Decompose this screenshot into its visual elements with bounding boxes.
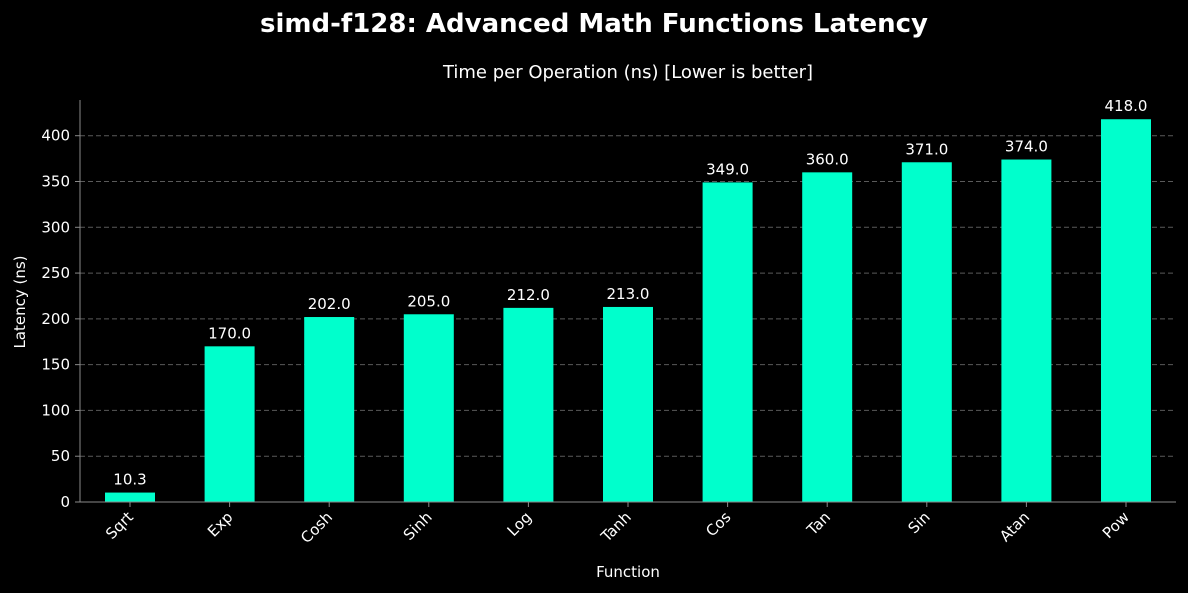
value-label: 371.0 bbox=[905, 140, 948, 158]
bar-cosh bbox=[304, 317, 355, 502]
y-tick-label: 400 bbox=[41, 127, 70, 145]
chart-subtitle: Time per Operation (ns) [Lower is better… bbox=[442, 62, 813, 83]
y-axis-label: Latency (ns) bbox=[11, 255, 29, 348]
y-tick-label: 50 bbox=[51, 447, 70, 465]
bar-exp bbox=[204, 346, 255, 502]
bar-sin bbox=[901, 162, 952, 502]
y-tick-label: 0 bbox=[60, 493, 70, 511]
x-tick-label: Sin bbox=[904, 508, 933, 537]
value-label: 418.0 bbox=[1105, 97, 1148, 115]
y-tick-label: 350 bbox=[41, 172, 70, 190]
bars bbox=[105, 119, 1151, 503]
bar-tan bbox=[802, 172, 853, 503]
y-tick-label: 100 bbox=[41, 401, 70, 419]
chart-title: simd-f128: Advanced Math Functions Laten… bbox=[260, 9, 928, 39]
y-tick-label: 300 bbox=[41, 218, 70, 236]
y-tick-label: 200 bbox=[41, 310, 70, 328]
x-tick-label: Sinh bbox=[400, 508, 436, 544]
bar-sqrt bbox=[105, 492, 155, 502]
bar-sinh bbox=[403, 314, 454, 502]
value-labels: 10.3 170.0 202.0 205.0 212.0 213.0 349.0 360.0 3… bbox=[113, 97, 1147, 488]
y-tick-label: 250 bbox=[41, 264, 70, 282]
value-label: 212.0 bbox=[507, 286, 550, 304]
value-label: 170.0 bbox=[208, 324, 251, 342]
x-tick-label: Cos bbox=[702, 508, 734, 540]
value-label: 360.0 bbox=[806, 150, 849, 168]
y-tick-label: 150 bbox=[41, 356, 70, 374]
bar-tanh bbox=[603, 306, 653, 502]
x-tick-label: Log bbox=[504, 508, 536, 540]
bar-log bbox=[503, 307, 554, 502]
value-label: 205.0 bbox=[407, 292, 450, 310]
x-tick-label: Cosh bbox=[297, 508, 336, 547]
value-label: 349.0 bbox=[706, 160, 749, 178]
value-label: 374.0 bbox=[1005, 138, 1048, 156]
x-tick-label: Pow bbox=[1099, 508, 1133, 542]
x-axis-label: Function bbox=[596, 563, 660, 581]
value-label: 213.0 bbox=[607, 285, 650, 303]
x-tick-label: Atan bbox=[996, 508, 1033, 545]
bar-pow bbox=[1101, 119, 1151, 502]
value-label: 202.0 bbox=[308, 295, 351, 313]
y-ticks: 0 50 100 150 200 250 300 350 400 bbox=[41, 127, 80, 511]
x-tick-label: Tanh bbox=[597, 508, 635, 546]
bar-cos bbox=[702, 182, 753, 502]
x-tick-label: Sqrt bbox=[102, 508, 137, 543]
x-tick-label: Tan bbox=[803, 508, 834, 539]
bar-atan bbox=[1001, 159, 1052, 502]
x-ticks: Sqrt Exp Cosh Sinh Log Tanh Cos Tan Sin Atan Pow bbox=[102, 502, 1133, 547]
value-label: 10.3 bbox=[113, 471, 146, 489]
x-tick-label: Exp bbox=[204, 508, 236, 540]
